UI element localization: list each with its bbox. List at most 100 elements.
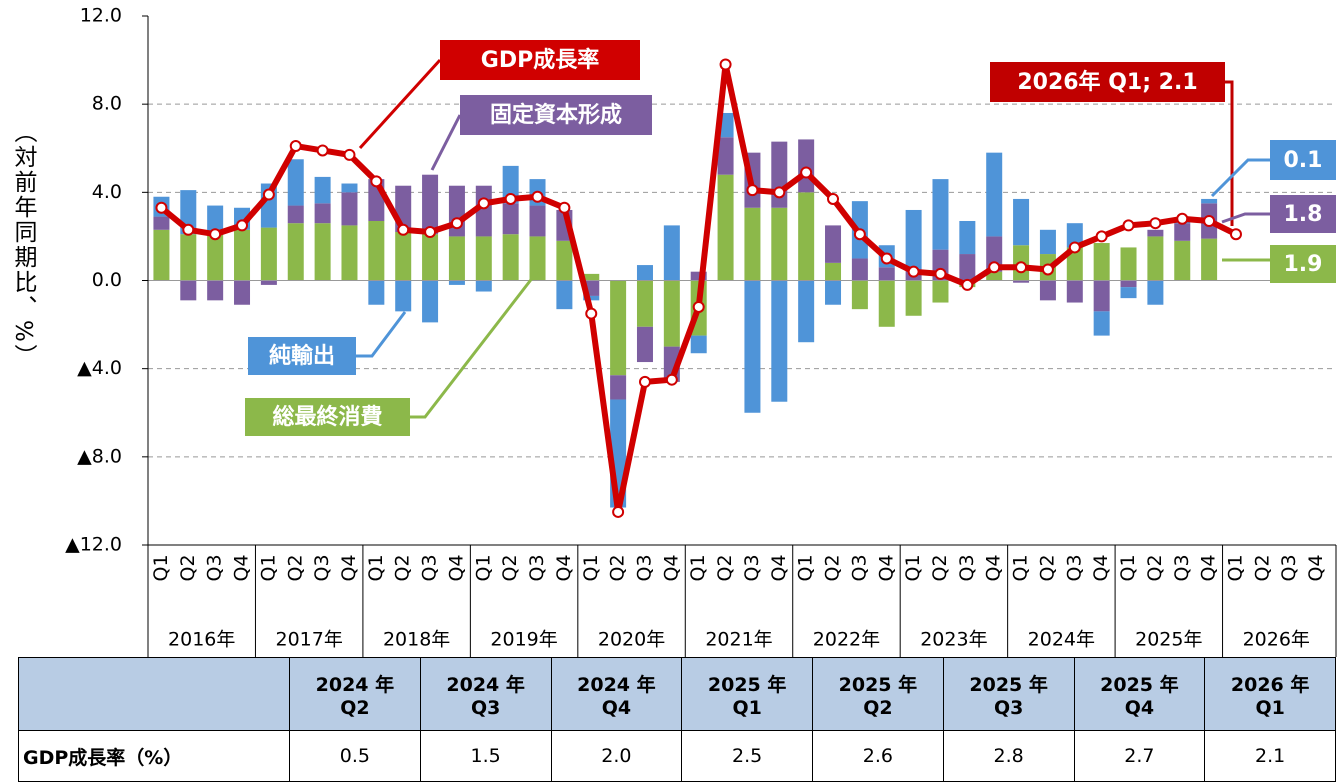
legend-capital: 固定資本形成 xyxy=(490,102,622,128)
bar xyxy=(798,139,815,193)
x-tick-label: Q2 xyxy=(392,554,414,581)
bar xyxy=(314,176,331,204)
bar xyxy=(771,207,788,281)
header-year: 2025 年 xyxy=(969,673,1048,696)
cell: 2.6 xyxy=(812,730,944,782)
header-quarter: Q4 xyxy=(1124,696,1155,719)
marker xyxy=(262,188,275,201)
row-label: GDP成長率（%） xyxy=(18,730,290,782)
bar xyxy=(314,203,331,224)
chart: 12.08.04.00.0▲4.0▲8.0▲12.0Q1 Q2 Q3 Q4 Q1 Q2 Q3… xyxy=(65,5,1337,657)
bar xyxy=(341,225,358,281)
x-tick-label: Q2 xyxy=(1144,554,1166,581)
year-label: 2017年 xyxy=(276,629,343,651)
cell: 2.8 xyxy=(942,730,1075,782)
marker xyxy=(1229,228,1242,241)
bar xyxy=(798,192,815,281)
x-tick-label: Q4 xyxy=(1305,554,1327,581)
header-quarter: Q2 xyxy=(340,696,370,719)
arrow xyxy=(1221,212,1270,224)
x-tick-label: Q2 xyxy=(1251,554,1273,581)
marker xyxy=(182,223,195,236)
marker xyxy=(558,201,571,214)
bar xyxy=(234,229,251,281)
bar xyxy=(529,236,546,281)
x-tick-label: Q4 xyxy=(1090,554,1112,581)
cell: 2.0 xyxy=(550,730,683,782)
x-tick-label: Q2 xyxy=(822,554,844,581)
bar xyxy=(1174,240,1191,281)
legend-exports-box xyxy=(248,337,356,375)
bar xyxy=(1066,280,1083,303)
header-quarter: Q3 xyxy=(470,696,501,719)
bar xyxy=(636,326,653,363)
year-label: 2024年 xyxy=(1028,629,1095,651)
header-year: 2025 年 xyxy=(1100,673,1179,696)
y-axis-label: （対前年同期比、%） xyxy=(10,120,36,369)
header-quarter: Q1 xyxy=(732,696,762,719)
header-cell: 2025 年 Q4 xyxy=(1073,657,1206,731)
marker xyxy=(692,300,705,313)
year-label: 2019年 xyxy=(490,629,557,651)
marker xyxy=(638,375,651,388)
callout: 0.1 xyxy=(1284,148,1323,173)
marker xyxy=(746,184,759,197)
x-tick-label: Q1 xyxy=(150,554,172,581)
header-quarter: Q1 xyxy=(1255,696,1285,719)
bar xyxy=(180,234,197,281)
bar xyxy=(153,229,170,281)
bar xyxy=(180,280,197,301)
cell: 2.7 xyxy=(1073,730,1206,782)
arrow xyxy=(410,267,542,419)
arrow xyxy=(358,58,442,150)
x-tick-label: Q1 xyxy=(902,554,924,581)
x-tick-label: Q1 xyxy=(1010,554,1032,581)
bar xyxy=(1039,229,1056,255)
bar xyxy=(341,183,358,193)
bar xyxy=(502,165,519,204)
bar xyxy=(663,280,680,347)
bar xyxy=(986,271,1003,281)
marker xyxy=(531,190,544,203)
header-quarter: Q4 xyxy=(601,696,632,719)
callout-box xyxy=(1270,195,1336,233)
bar xyxy=(717,174,734,281)
year-label: 2016年 xyxy=(168,629,235,651)
x-tick-label: Q1 xyxy=(580,554,602,581)
year-label: 2021年 xyxy=(705,629,772,651)
bar xyxy=(502,234,519,281)
bar xyxy=(1201,238,1218,281)
x-tick-label: Q1 xyxy=(257,554,279,581)
bar xyxy=(825,225,842,263)
header-row: 2024 年 Q2 2024 年 Q3 2024 年 Q4 2025 年 Q1 2025 年 Q2… xyxy=(18,657,1336,731)
marker xyxy=(424,226,437,239)
bar xyxy=(1147,280,1164,305)
legend-exports: 純輸出 xyxy=(269,343,335,369)
legend-capital-box xyxy=(460,95,652,135)
bar xyxy=(395,232,412,281)
header-year: 2024 年 xyxy=(315,673,395,696)
table: 2024 年 Q2 2024 年 Q3 2024 年 Q4 2025 年 Q1 2025 年 Q2… xyxy=(18,657,1336,782)
x-tick-label: Q3 xyxy=(848,554,870,581)
x-tick-label: Q1 xyxy=(1224,554,1246,581)
bar xyxy=(341,192,358,226)
x-tick-label: Q2 xyxy=(714,554,736,581)
marker xyxy=(316,144,329,157)
header-cell: 2025 年 Q1 xyxy=(681,657,813,731)
marker xyxy=(370,175,383,188)
marker xyxy=(236,219,249,232)
bar xyxy=(207,232,224,281)
bar xyxy=(1093,243,1110,281)
header-cell xyxy=(18,657,290,731)
bar xyxy=(878,267,895,281)
arrow xyxy=(430,114,462,171)
callout: 1.9 xyxy=(1284,252,1323,277)
x-tick-label: Q2 xyxy=(1036,554,1058,581)
plot: 12.08.04.00.0▲4.0▲8.0▲12.0Q1 Q2 Q3 Q4 Q1 Q2 Q3… xyxy=(65,5,1337,657)
x-tick-label: Q3 xyxy=(633,554,655,581)
y-tick-label: 4.0 xyxy=(92,181,122,203)
x-tick-label: Q2 xyxy=(929,554,951,581)
header-cell: 2024 年 Q4 xyxy=(550,657,683,731)
annotation: 2026年 Q1; 2.1 xyxy=(1017,69,1197,95)
header-year: 2025 年 xyxy=(707,673,787,696)
